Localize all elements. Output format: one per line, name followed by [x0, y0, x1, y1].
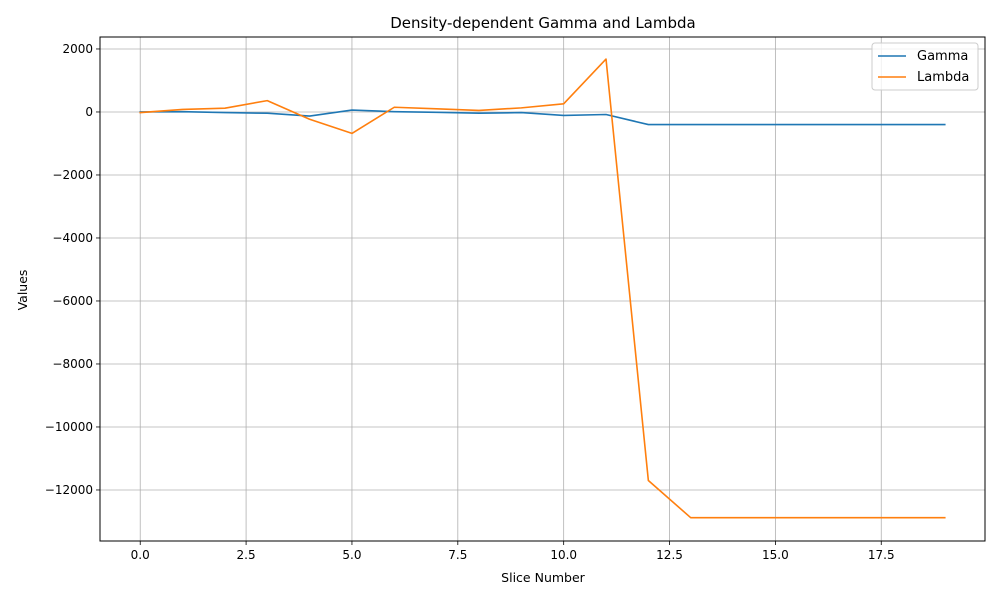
series-lines: [139, 58, 946, 519]
x-axis-label: Slice Number: [501, 570, 585, 585]
legend-box: [871, 42, 979, 91]
y-tick-label: 0: [85, 105, 93, 119]
y-tick-label: −12000: [45, 483, 93, 497]
y-tick-label: 2000: [62, 42, 93, 56]
x-tick-label: 12.5: [656, 548, 683, 562]
y-tick-label: −8000: [52, 357, 93, 371]
axis-ticks: 0.0 2.5 5.0 7.5 10.0 12.5 15.0 17.5 2000 0 −2000 −4…: [45, 42, 895, 562]
y-tick-label: −6000: [52, 294, 93, 308]
plot-area-frame: [99, 36, 986, 542]
x-tick-label: 2.5: [237, 548, 256, 562]
x-tick-label: 10.0: [550, 548, 577, 562]
y-axis-label: Values: [15, 270, 30, 311]
x-tick-label: 17.5: [868, 548, 895, 562]
series-line-gamma: [139, 109, 946, 126]
x-tick-label: 15.0: [762, 548, 789, 562]
y-tick-label: −4000: [52, 231, 93, 245]
series-line-lambda: [139, 58, 946, 519]
grid: [100, 37, 985, 541]
y-tick-label: −2000: [52, 168, 93, 182]
legend-label-lambda: Lambda: [917, 70, 969, 85]
x-tick-label: 0.0: [131, 548, 150, 562]
x-tick-label: 7.5: [448, 548, 467, 562]
chart-title: Density-dependent Gamma and Lambda: [390, 14, 695, 32]
y-tick-label: −10000: [45, 420, 93, 434]
x-tick-label: 5.0: [342, 548, 361, 562]
legend: Gamma Lambda: [871, 42, 979, 91]
legend-label-gamma: Gamma: [917, 49, 968, 64]
